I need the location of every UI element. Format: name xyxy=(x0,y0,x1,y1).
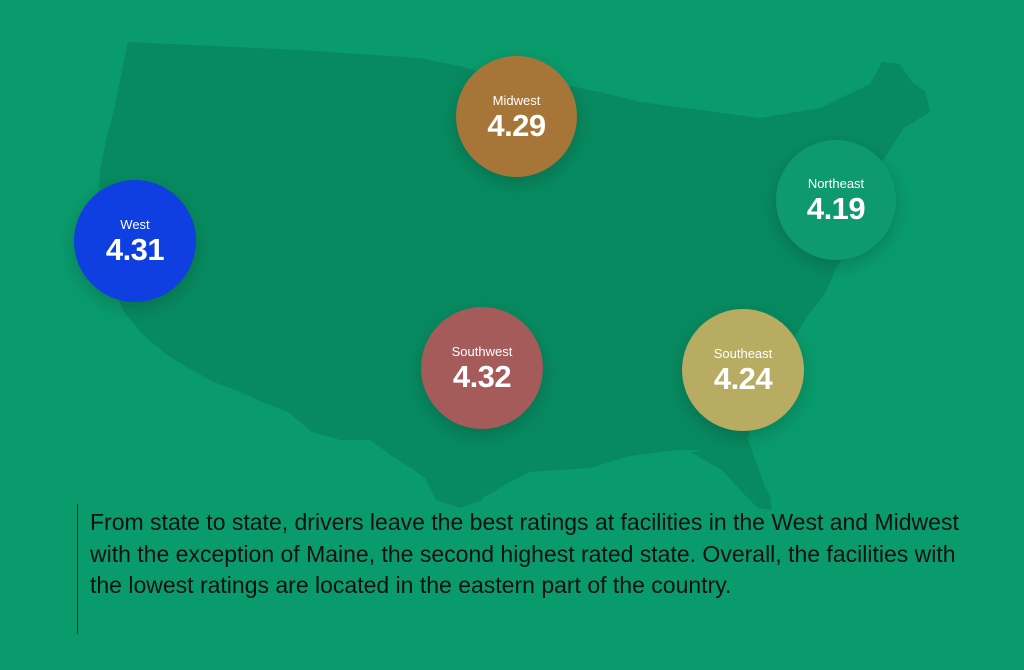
caption-text: From state to state, drivers leave the b… xyxy=(77,504,977,634)
texas-south-tip xyxy=(420,468,496,508)
region-bubble-southeast: Southeast 4.24 xyxy=(682,309,804,431)
region-bubble-west: West 4.31 xyxy=(74,180,196,302)
region-rating-value: 4.29 xyxy=(487,107,546,143)
region-name: Southeast xyxy=(713,346,773,361)
region-bubble-northeast: Northeast 4.19 xyxy=(776,140,896,260)
region-rating-value: 4.32 xyxy=(452,359,512,394)
region-bubble-southwest: Southwest 4.32 xyxy=(421,307,543,429)
region-rating-value: 4.24 xyxy=(713,361,773,396)
region-name: Midwest xyxy=(492,92,541,108)
region-name: Northeast xyxy=(807,176,865,191)
florida-peninsula xyxy=(690,446,772,510)
region-rating-value: 4.31 xyxy=(105,232,165,267)
region-name: West xyxy=(120,217,150,232)
region-bubble-midwest: Midwest 4.29 xyxy=(456,56,577,177)
region-name: Southwest xyxy=(451,344,513,359)
region-rating-value: 4.19 xyxy=(806,191,866,226)
